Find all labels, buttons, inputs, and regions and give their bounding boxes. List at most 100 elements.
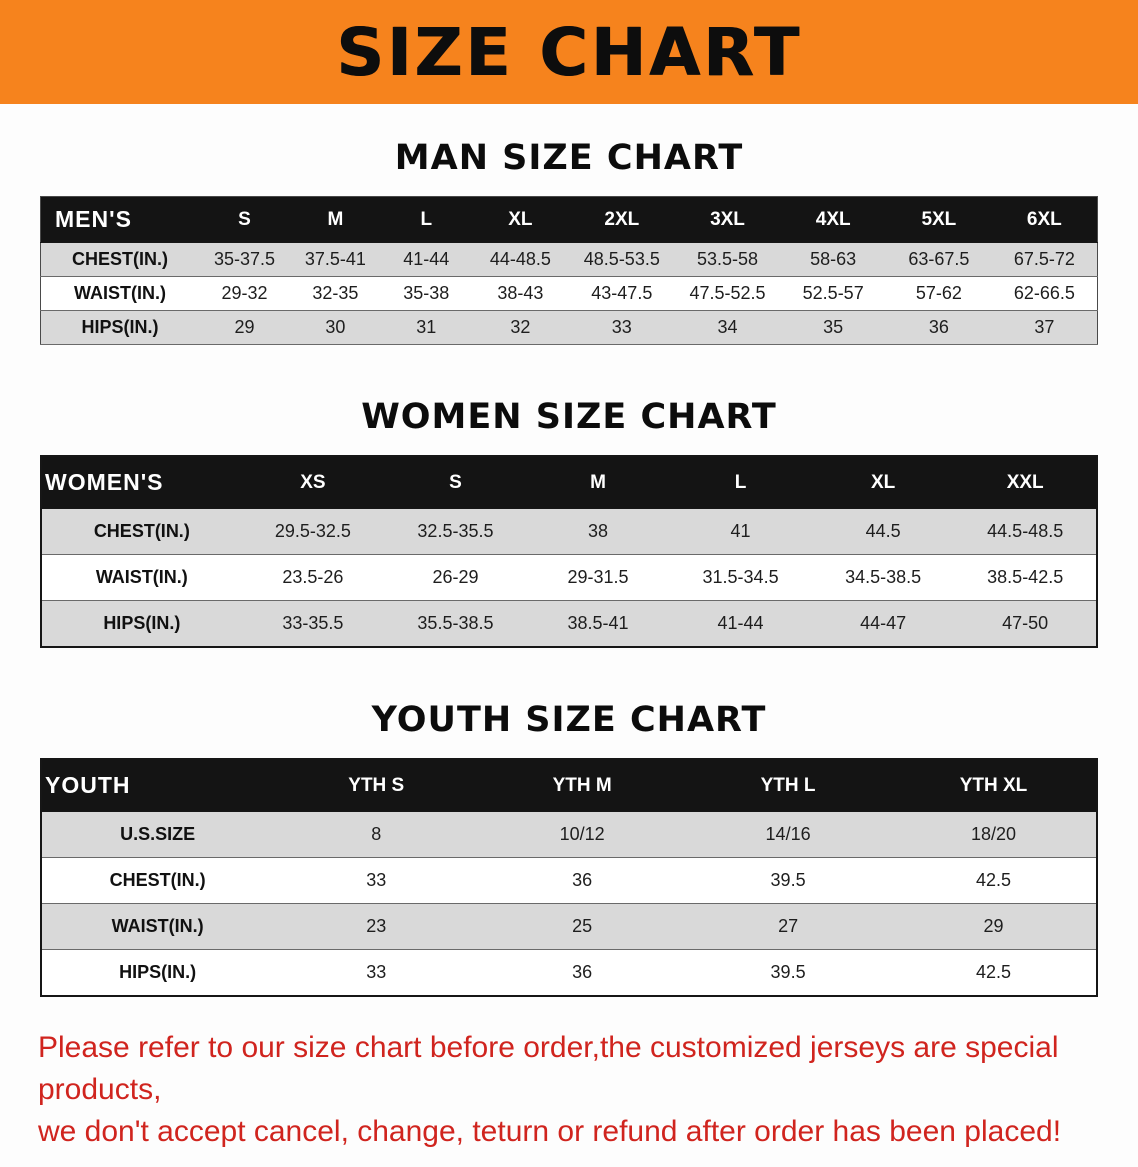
- size-header-cell: M: [289, 196, 381, 243]
- row-label: CHEST(IN.): [72, 249, 169, 269]
- value-cell: 37.5-41: [304, 249, 366, 269]
- value-cell: 34.5-38.5: [845, 567, 922, 587]
- size-header-cell: 6XL: [991, 196, 1098, 243]
- value-cell: 41-44: [717, 613, 764, 633]
- value-cell: 35.5-38.5: [417, 613, 494, 633]
- row-label: WAIST(IN.): [111, 916, 204, 936]
- value-cell: 18/20: [970, 824, 1017, 844]
- table-row: HIPS(IN.) 33 36 39.5 42.5: [41, 949, 1097, 996]
- value-cell: 57-62: [915, 283, 962, 303]
- value-cell: 14/16: [765, 824, 811, 844]
- size-header-cell: M: [526, 456, 670, 509]
- row-label: HIPS(IN.): [81, 317, 159, 337]
- table-row: U.S.SIZE 8 10/12 14/16 18/20: [41, 811, 1097, 858]
- value-cell: 42.5: [975, 870, 1012, 890]
- value-cell: 23: [366, 916, 387, 936]
- table-row: CHEST(IN.) 33 36 39.5 42.5: [41, 857, 1097, 904]
- women-heading: WOMEN SIZE CHART: [361, 397, 777, 437]
- value-cell: 44-47: [860, 613, 907, 633]
- value-cell: 37: [1034, 317, 1055, 337]
- value-cell: 35-37.5: [213, 249, 276, 269]
- row-label: WAIST(IN.): [74, 283, 167, 303]
- value-cell: 44-48.5: [489, 249, 551, 269]
- value-cell: 35-38: [403, 283, 450, 303]
- value-cell: 32.5-35.5: [417, 521, 494, 541]
- value-cell: 58-63: [810, 249, 857, 269]
- size-header-cell: 5XL: [886, 196, 992, 243]
- value-cell: 38.5-41: [567, 613, 629, 633]
- value-cell: 27: [778, 916, 799, 936]
- value-cell: 42.5: [975, 962, 1012, 982]
- value-cell: 23.5-26: [282, 567, 344, 587]
- size-header-cell: XS: [241, 456, 385, 509]
- value-cell: 29.5-32.5: [274, 521, 351, 541]
- value-cell: 32-35: [312, 283, 359, 303]
- value-cell: 33-35.5: [282, 613, 344, 633]
- size-header-cell: 3XL: [674, 196, 781, 243]
- value-cell: 25: [572, 916, 593, 936]
- value-cell: 53.5-58: [696, 249, 759, 269]
- table-row: HIPS(IN.) 29 30 31 32 33 34 35 36 37: [40, 310, 1098, 345]
- value-cell: 44.5: [865, 521, 901, 541]
- value-cell: 26-29: [432, 567, 479, 587]
- order-notice: Please refer to our size chart before or…: [38, 1027, 1114, 1153]
- women-table-corner: WOMEN'S: [41, 456, 242, 509]
- men-heading: MAN SIZE CHART: [394, 138, 744, 178]
- size-header-cell: L: [669, 456, 812, 509]
- table-row: CHEST(IN.) 35-37.5 37.5-41 41-44 44-48.5…: [40, 242, 1098, 277]
- value-cell: 29: [234, 317, 255, 337]
- banner: SIZE CHART: [0, 0, 1138, 104]
- value-cell: 36: [928, 317, 949, 337]
- size-header-cell: XL: [471, 196, 569, 243]
- women-size-table: WOMEN'S XS S M L XL XXL CHEST(IN.) 29.5-…: [40, 455, 1098, 648]
- value-cell: 38: [587, 521, 609, 541]
- value-cell: 8: [371, 824, 382, 844]
- men-size-table: MEN'S S M L XL 2XL 3XL 4XL 5XL 6XL CHEST…: [40, 196, 1098, 345]
- men-header-row: MEN'S S M L XL 2XL 3XL 4XL 5XL 6XL: [40, 196, 1098, 243]
- row-label: CHEST(IN.): [109, 870, 206, 890]
- value-cell: 47-50: [1002, 613, 1049, 633]
- value-cell: 35: [823, 317, 844, 337]
- size-header-cell: XXL: [954, 456, 1097, 509]
- men-section: MAN SIZE CHART MEN'S S M L XL 2XL 3XL 4X…: [0, 138, 1138, 345]
- value-cell: 41: [730, 521, 751, 541]
- value-cell: 48.5-53.5: [583, 249, 660, 269]
- value-cell: 33: [366, 870, 387, 890]
- value-cell: 29: [983, 916, 1004, 936]
- value-cell: 29-31.5: [567, 567, 629, 587]
- notice-line-1: Please refer to our size chart before or…: [38, 1031, 1059, 1106]
- value-cell: 67.5-72: [1013, 249, 1075, 269]
- value-cell: 33: [611, 317, 632, 337]
- youth-table-corner: YOUTH: [41, 759, 274, 812]
- value-cell: 41-44: [403, 249, 450, 269]
- row-label: HIPS(IN.): [103, 613, 181, 633]
- youth-heading: YOUTH SIZE CHART: [371, 700, 767, 740]
- size-header-cell: YTH M: [479, 759, 686, 812]
- value-cell: 52.5-57: [802, 283, 864, 303]
- row-label: WAIST(IN.): [95, 567, 188, 587]
- value-cell: 39.5: [770, 962, 806, 982]
- value-cell: 63-67.5: [908, 249, 970, 269]
- table-row: WAIST(IN.) 23 25 27 29: [41, 903, 1097, 950]
- value-cell: 33: [366, 962, 387, 982]
- row-label: CHEST(IN.): [93, 521, 190, 541]
- table-row: WAIST(IN.) 23.5-26 26-29 29-31.5 31.5-34…: [41, 554, 1097, 601]
- value-cell: 44.5-48.5: [987, 521, 1064, 541]
- value-cell: 31: [416, 317, 437, 337]
- row-label: U.S.SIZE: [120, 824, 196, 844]
- men-table-corner: MEN'S: [40, 196, 200, 243]
- value-cell: 32: [510, 317, 531, 337]
- table-row: WAIST(IN.) 29-32 32-35 35-38 38-43 43-47…: [40, 276, 1098, 311]
- youth-header-row: YOUTH YTH S YTH M YTH L YTH XL: [41, 759, 1097, 812]
- size-header-cell: S: [384, 456, 527, 509]
- youth-section: YOUTH SIZE CHART YOUTH YTH S YTH M YTH L…: [0, 700, 1138, 997]
- size-header-cell: S: [199, 196, 290, 243]
- women-header-row: WOMEN'S XS S M L XL XXL: [41, 456, 1097, 509]
- value-cell: 47.5-52.5: [689, 283, 766, 303]
- value-cell: 30: [325, 317, 346, 337]
- size-header-cell: YTH S: [273, 759, 480, 812]
- size-header-cell: YTH L: [685, 759, 892, 812]
- value-cell: 34: [717, 317, 738, 337]
- size-header-cell: YTH XL: [891, 759, 1097, 812]
- table-row: HIPS(IN.) 33-35.5 35.5-38.5 38.5-41 41-4…: [41, 600, 1097, 647]
